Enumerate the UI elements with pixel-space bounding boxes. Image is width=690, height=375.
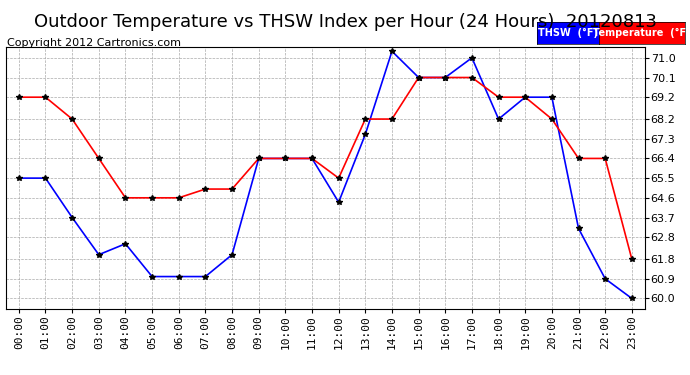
Text: Temperature  (°F): Temperature (°F) [593, 28, 690, 38]
Text: THSW  (°F): THSW (°F) [538, 28, 598, 38]
Text: Outdoor Temperature vs THSW Index per Hour (24 Hours)  20120813: Outdoor Temperature vs THSW Index per Ho… [34, 13, 656, 31]
Text: Copyright 2012 Cartronics.com: Copyright 2012 Cartronics.com [7, 38, 181, 48]
